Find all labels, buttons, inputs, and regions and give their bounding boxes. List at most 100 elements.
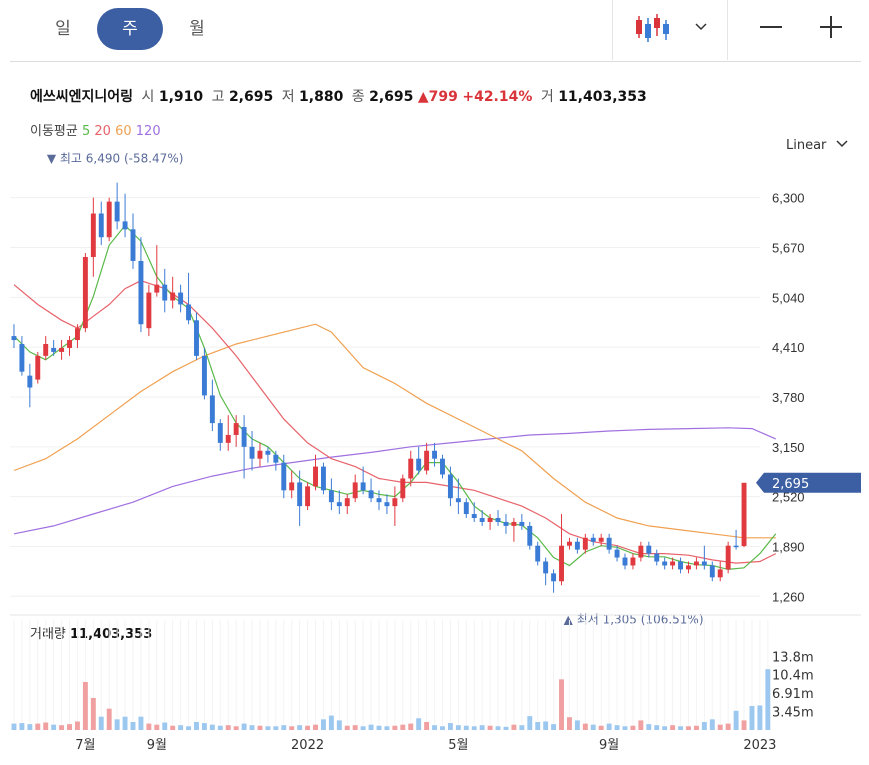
- tab-week[interactable]: 주: [97, 8, 163, 50]
- candle-body: [146, 292, 152, 329]
- price-tick-label: 1,890: [772, 539, 805, 554]
- volume-bar: [725, 723, 731, 730]
- candle: [686, 561, 691, 574]
- candle: [392, 486, 398, 526]
- candle: [638, 541, 644, 562]
- volume-bar: [741, 720, 747, 730]
- volume-bar: [35, 723, 41, 730]
- volume-bar: [709, 719, 715, 730]
- volume-bar: [646, 724, 652, 730]
- candle: [614, 545, 620, 562]
- low-label: 저: [281, 89, 295, 105]
- scale-dropdown[interactable]: Linear: [786, 138, 849, 153]
- candle-body: [543, 561, 549, 574]
- volume-bar: [368, 724, 374, 730]
- candle-body: [289, 482, 295, 491]
- candle-body: [598, 537, 604, 542]
- volume-bar: [622, 726, 628, 730]
- candle-body: [249, 446, 255, 459]
- candle: [424, 442, 430, 475]
- candle: [217, 419, 223, 451]
- candle: [170, 276, 176, 309]
- candle: [313, 454, 318, 491]
- candle-body: [201, 355, 207, 396]
- volume-bar: [447, 723, 453, 730]
- candle-body: [297, 482, 303, 507]
- volume-bar: [201, 723, 207, 730]
- candle-body: [670, 561, 676, 566]
- volume-bar: [154, 724, 160, 730]
- candle-body: [733, 545, 739, 548]
- candle-body: [114, 201, 120, 222]
- candle: [709, 561, 715, 582]
- zoom-in-button[interactable]: [816, 12, 846, 42]
- candle-body: [590, 537, 596, 542]
- candle: [27, 363, 33, 408]
- tab-day[interactable]: 일: [55, 19, 71, 39]
- volume-bar: [114, 719, 120, 730]
- candle-body: [217, 423, 223, 443]
- chart-type-dropdown[interactable]: [632, 10, 722, 46]
- x-tick-label: 7월: [75, 738, 95, 753]
- candle: [344, 494, 350, 515]
- candle: [273, 450, 279, 471]
- volume-bar: [693, 725, 699, 730]
- candle-body: [336, 502, 342, 507]
- candle: [352, 474, 358, 503]
- volume-bar: [305, 725, 311, 730]
- ma-period-5: 5: [81, 124, 91, 139]
- close-value: 2,695: [369, 89, 414, 105]
- candle: [360, 466, 366, 495]
- candle-body: [654, 553, 660, 562]
- volume-bar: [551, 724, 557, 730]
- candle-body: [35, 355, 41, 380]
- volume-bar: [662, 726, 668, 730]
- candle-body: [693, 561, 699, 566]
- candle-body: [209, 395, 215, 424]
- volume-pane-label: 거래량 11,403,353: [30, 627, 152, 642]
- candle: [328, 478, 334, 511]
- candle-body: [614, 549, 620, 558]
- candle-body: [90, 213, 96, 257]
- volume-bar: [598, 725, 604, 730]
- candle: [440, 454, 445, 479]
- candle: [82, 253, 88, 333]
- toolbar-divider: [612, 0, 613, 60]
- candle-body: [503, 521, 509, 526]
- top-toolbar: 일 주 월: [0, 0, 869, 62]
- candle: [717, 561, 723, 582]
- volume-bar: [130, 722, 136, 730]
- period-tabs: 일 주 월: [30, 8, 230, 50]
- volume-bar: [82, 682, 88, 730]
- volume-bar: [194, 722, 199, 730]
- candle-body: [59, 347, 65, 352]
- candle-body: [186, 304, 192, 321]
- volume-bar: [67, 724, 72, 730]
- candle: [566, 537, 572, 550]
- x-tick-label: 9월: [147, 738, 167, 753]
- candle-body: [416, 458, 422, 471]
- volume-bar: [170, 725, 176, 730]
- price-tick-label: 1,260: [772, 589, 805, 604]
- candle: [495, 510, 501, 526]
- candle-body: [432, 450, 438, 459]
- ma-period-120: 120: [135, 124, 161, 139]
- min-price-label: ▲ 최저 1,305 (106.51%): [564, 613, 704, 627]
- zoom-out-button[interactable]: [756, 12, 786, 42]
- candle: [463, 498, 469, 518]
- candle-body: [440, 458, 445, 475]
- candle: [51, 340, 57, 356]
- candle: [194, 312, 199, 360]
- tab-month[interactable]: 월: [189, 19, 205, 39]
- volume-bar: [90, 698, 96, 730]
- volume-bar: [241, 723, 247, 730]
- price-tick-label: 3,780: [772, 390, 805, 405]
- volume-bar: [74, 721, 80, 730]
- candle-body: [384, 502, 390, 507]
- moving-average-legend[interactable]: 이동평균 5 20 60 120: [30, 120, 161, 139]
- volume-pane-value: 11,403,353: [70, 627, 152, 642]
- volume-bar: [249, 725, 255, 730]
- candle: [257, 442, 263, 467]
- candle: [74, 324, 80, 348]
